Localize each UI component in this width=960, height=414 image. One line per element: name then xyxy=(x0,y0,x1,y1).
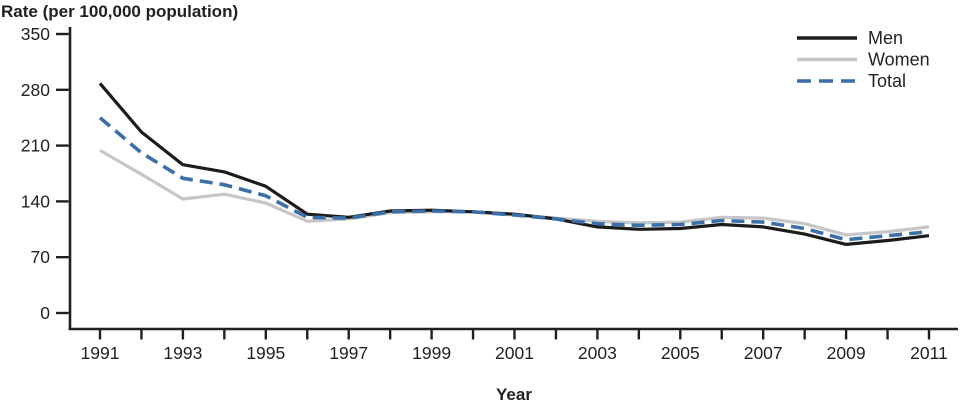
x-tick-label: 2003 xyxy=(578,343,617,363)
x-tick-label: 1997 xyxy=(329,343,368,363)
legend-label-total: Total xyxy=(868,71,906,91)
y-tick-label: 350 xyxy=(21,24,50,44)
series-line-men xyxy=(98,82,930,246)
series-line-women xyxy=(99,149,930,237)
x-tick-label: 1993 xyxy=(163,343,202,363)
y-tick-label: 140 xyxy=(21,191,50,211)
y-tick-label: 280 xyxy=(21,80,50,100)
x-tick-label: 1991 xyxy=(81,343,120,363)
x-axis-label: Year xyxy=(496,385,532,404)
x-tick-label: 1999 xyxy=(412,343,451,363)
series-line-total xyxy=(98,116,930,242)
y-tick-label: 0 xyxy=(40,303,50,323)
x-tick-label: 2011 xyxy=(910,343,948,363)
legend-label-men: Men xyxy=(868,28,903,48)
x-tick-label: 2005 xyxy=(661,343,700,363)
legend-label-women: Women xyxy=(868,50,930,70)
x-tick-label: 1995 xyxy=(246,343,285,363)
y-tick-label: 70 xyxy=(31,247,51,267)
x-tick-label: 2001 xyxy=(495,343,534,363)
y-axis-title: Rate (per 100,000 population) xyxy=(1,2,239,21)
x-tick-label: 2007 xyxy=(744,343,783,363)
y-tick-label: 210 xyxy=(21,136,50,156)
x-tick-label: 2009 xyxy=(827,343,866,363)
